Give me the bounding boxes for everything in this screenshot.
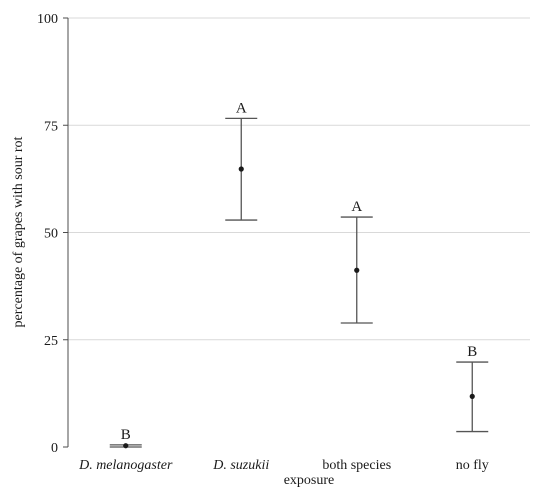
y-tick-label: 50 — [44, 227, 58, 242]
errorbar-group: B — [456, 344, 489, 433]
errorbar-group: A — [225, 100, 258, 221]
y-tick-label: 100 — [37, 12, 58, 27]
mean-point — [238, 166, 244, 172]
y-tick-label: 25 — [44, 334, 58, 349]
errorbar-group: A — [340, 199, 373, 324]
series-points: B A A B — [109, 100, 489, 449]
y-tick-label: 75 — [44, 119, 58, 134]
mean-point — [123, 443, 129, 449]
y-ticks: 0 25 50 75 100 — [37, 12, 68, 456]
x-tick-label: D. melanogaster — [78, 458, 173, 473]
x-ticks: D. melanogaster D. suzukii both species no … — [78, 458, 489, 473]
y-axis-label: percentage of grapes with sour rot — [11, 136, 26, 327]
mean-point — [469, 393, 475, 399]
y-tick-label: 0 — [51, 441, 58, 456]
group-letter-label: A — [236, 100, 247, 116]
group-letter-label: A — [351, 199, 362, 215]
x-tick-label: no fly — [456, 458, 489, 473]
x-tick-label: both species — [322, 458, 391, 473]
errorbar-group: B — [109, 427, 142, 449]
grid-lines — [68, 17, 530, 341]
mean-point — [354, 267, 360, 273]
x-tick-label: D. suzukii — [212, 458, 269, 473]
x-axis-label: exposure — [284, 473, 335, 488]
group-letter-label: B — [467, 344, 477, 360]
group-letter-label: B — [121, 427, 131, 443]
